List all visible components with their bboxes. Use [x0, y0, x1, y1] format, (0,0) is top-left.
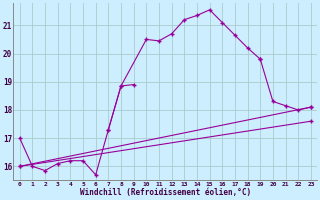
X-axis label: Windchill (Refroidissement éolien,°C): Windchill (Refroidissement éolien,°C): [80, 188, 251, 197]
